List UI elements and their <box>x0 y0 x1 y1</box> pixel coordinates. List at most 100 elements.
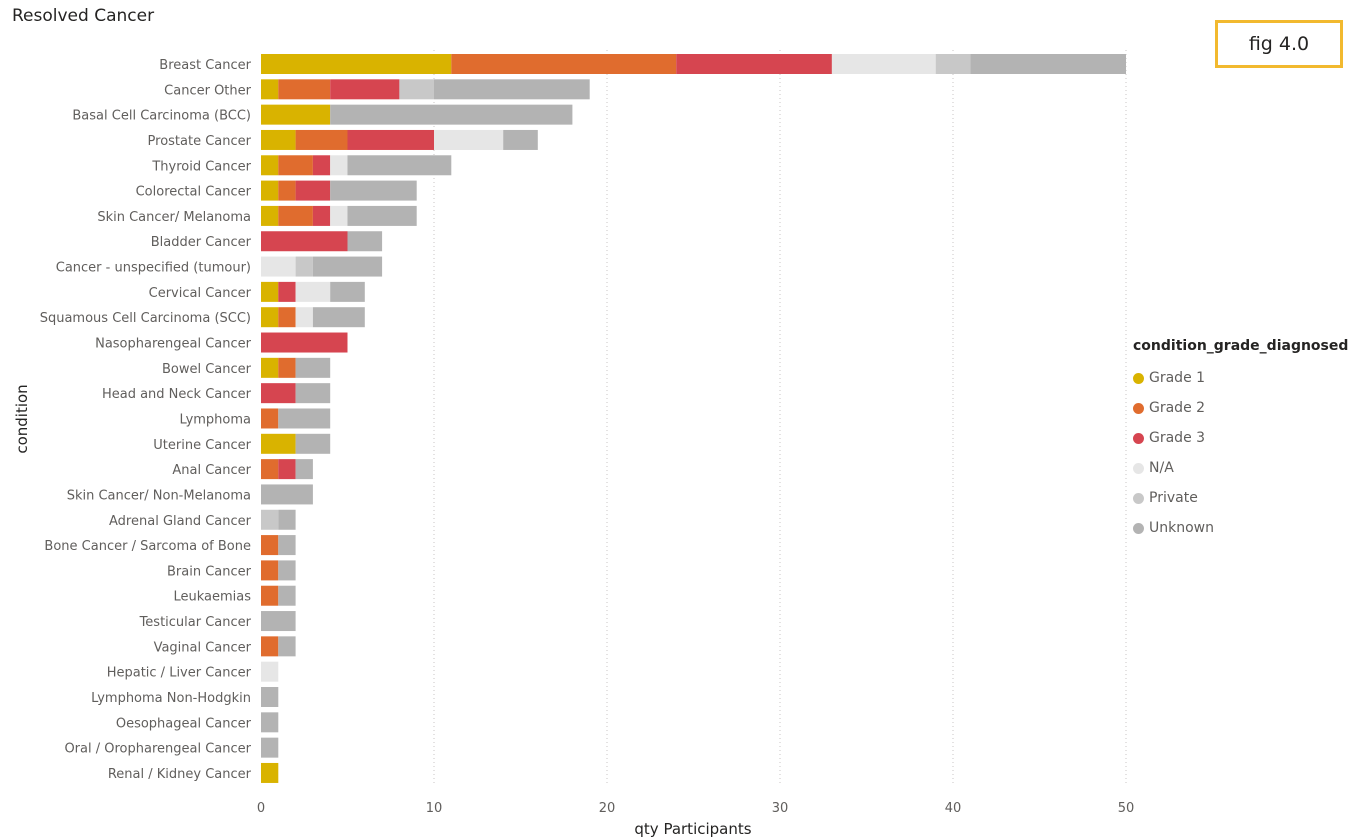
category-label: Bladder Cancer <box>151 235 252 250</box>
bar-segment <box>261 129 296 150</box>
y-axis-title: condition <box>13 384 31 453</box>
bar-segment <box>278 357 296 378</box>
bar-segment <box>295 256 313 277</box>
bar-segment <box>261 155 279 176</box>
bar-segment <box>278 180 296 201</box>
bar-segment <box>278 509 296 530</box>
bar-segment <box>261 383 296 404</box>
legend-item[interactable]: N/A <box>1133 453 1348 483</box>
bar-segment <box>261 307 279 328</box>
category-label: Testicular Cancer <box>139 615 252 630</box>
bar-segment <box>261 408 279 429</box>
bar-segment <box>261 611 296 632</box>
legend-label: N/A <box>1149 460 1174 476</box>
bar-segment <box>330 104 573 125</box>
legend-dot-icon <box>1133 432 1144 444</box>
legend-title: condition_grade_diagnosed <box>1133 338 1349 354</box>
legend-item[interactable]: Grade 1 <box>1133 363 1348 393</box>
bar-segment <box>312 307 365 328</box>
bar-segment <box>261 256 296 277</box>
legend-label: Private <box>1149 490 1198 506</box>
bar-segment <box>312 205 331 226</box>
category-label: Lymphoma <box>180 412 251 427</box>
x-tick-label: 20 <box>599 801 616 816</box>
bar-segment <box>261 509 279 530</box>
bar-segment <box>295 433 331 454</box>
bar-segment <box>261 231 348 252</box>
bar-segment <box>399 79 434 100</box>
bar-segment <box>503 129 538 150</box>
legend-label: Grade 3 <box>1149 430 1206 446</box>
bar-segment <box>295 357 331 378</box>
legend-item[interactable]: Grade 3 <box>1133 423 1348 453</box>
category-label: Basal Cell Carcinoma (BCC) <box>72 109 251 124</box>
bar-segment <box>261 737 279 758</box>
bar-segment <box>278 636 296 657</box>
bar-segment <box>278 459 296 480</box>
legend-label: Unknown <box>1149 520 1214 536</box>
bar-segment <box>278 79 331 100</box>
category-label: Cancer - unspecified (tumour) <box>56 261 251 276</box>
category-label: Hepatic / Liver Cancer <box>107 666 252 681</box>
legend-label: Grade 2 <box>1149 400 1206 416</box>
bar-segment <box>261 180 279 201</box>
category-label: Oral / Oropharengeal Cancer <box>64 742 251 757</box>
x-tick-label: 50 <box>1118 801 1135 816</box>
bars <box>261 54 1126 783</box>
bar-segment <box>261 79 279 100</box>
x-tick-labels: 0 10 20 30 40 50 <box>257 801 1134 816</box>
x-tick-label: 40 <box>945 801 962 816</box>
fig-label-text: fig 4.0 <box>1248 33 1310 55</box>
bar-segment <box>278 535 296 556</box>
category-label: Anal Cancer <box>172 463 251 478</box>
chart-title: Resolved Cancer <box>12 6 155 26</box>
category-label: Cervical Cancer <box>149 286 252 301</box>
bar-segment <box>330 281 365 302</box>
category-labels: Breast Cancer Cancer Other Basal Cell Carc… <box>40 58 252 782</box>
legend-item[interactable]: Unknown <box>1133 513 1348 543</box>
bar-segment <box>330 155 348 176</box>
category-label: Oesophageal Cancer <box>116 716 252 731</box>
bar-segment <box>935 54 971 74</box>
bar-segment <box>278 155 313 176</box>
bar-segment <box>261 281 279 302</box>
bar-segment <box>295 459 313 480</box>
legend-dot-icon <box>1133 522 1144 534</box>
x-axis-title: qty Participants <box>634 820 751 838</box>
bar-segment <box>295 383 331 404</box>
category-label: Skin Cancer/ Non-Melanoma <box>67 488 251 503</box>
legend-item[interactable]: Grade 2 <box>1133 393 1348 423</box>
bar-segment <box>261 661 279 682</box>
bar-segment <box>295 180 331 201</box>
bar-segment <box>312 256 383 277</box>
bar-segment <box>278 585 296 606</box>
bar-segment <box>347 129 434 150</box>
legend-label: Grade 1 <box>1149 370 1206 386</box>
x-tick-label: 0 <box>257 801 265 816</box>
bar-segment <box>261 484 313 505</box>
bar-segment <box>261 585 279 606</box>
bar-segment <box>278 281 296 302</box>
bar-segment <box>347 205 417 226</box>
category-label: Adrenal Gland Cancer <box>109 514 252 529</box>
bar-segment <box>295 307 313 328</box>
bar-segment <box>261 636 279 657</box>
bar-segment <box>330 180 417 201</box>
fig-label: fig 4.0 <box>1215 20 1343 68</box>
bar-segment <box>295 281 331 302</box>
bar-segment <box>261 712 279 733</box>
category-label: Cancer Other <box>164 83 251 98</box>
legend-items: Grade 1 Grade 2 Grade 3 N/A Private Unknown <box>1133 363 1348 543</box>
category-label: Thyroid Cancer <box>151 159 251 174</box>
bar-segment <box>451 54 677 74</box>
grid-lines <box>433 50 1127 786</box>
category-label: Vaginal Cancer <box>154 640 252 655</box>
bar-segment <box>278 408 331 429</box>
bar-segment <box>261 205 279 226</box>
category-label: Squamous Cell Carcinoma (SCC) <box>40 311 251 326</box>
legend-dot-icon <box>1133 372 1144 384</box>
category-label: Uterine Cancer <box>153 438 251 453</box>
bar-segment <box>434 129 504 150</box>
legend-item[interactable]: Private <box>1133 483 1348 513</box>
